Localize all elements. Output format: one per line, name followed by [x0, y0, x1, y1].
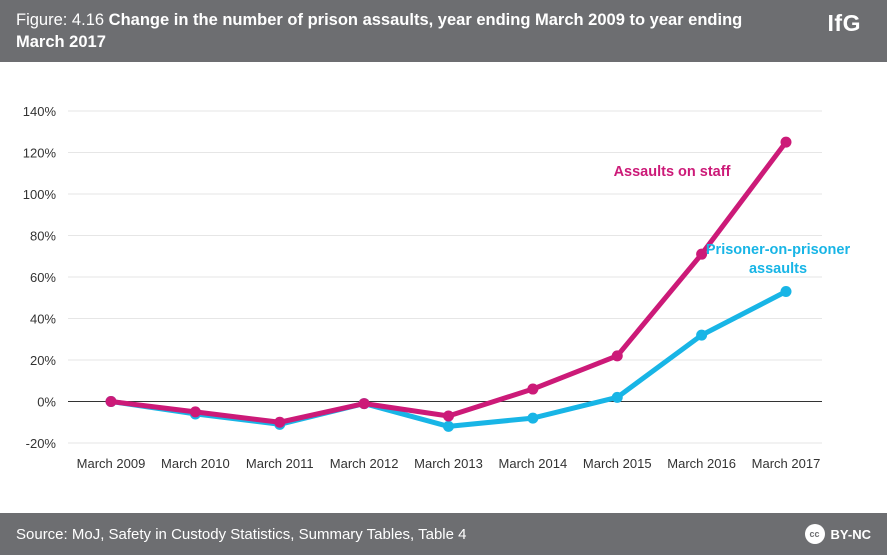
creative-commons-icon: cc: [804, 524, 825, 544]
assaults-on-staff-data-point: [189, 406, 201, 418]
prisoner-on-prisoner-data-point: [443, 420, 454, 432]
grid-lines: [68, 110, 822, 444]
assaults-on-staff-label: Assaults on staff: [614, 164, 731, 180]
y-tick-label: 100%: [23, 187, 57, 202]
source-note: Source: MoJ, Safety in Custody Statistic…: [16, 525, 467, 543]
prisoner-on-prisoner-data-point: [696, 329, 708, 341]
figure-footer: Source: MoJ, Safety in Custody Statistic…: [0, 513, 887, 555]
assaults-on-staff-data-point: [527, 383, 539, 395]
x-tick-label: March 2015: [583, 456, 652, 471]
y-tick-label: -20%: [26, 436, 57, 451]
prisoner-on-prisoner-series-line: [108, 289, 789, 429]
figure-header: Figure: 4.16 Change in the number of pri…: [0, 0, 887, 62]
prisoner-on-prisoner-data-point: [780, 286, 792, 298]
license-text: BY-NC: [830, 526, 871, 542]
series-labels: Assaults on staff Prisoner-on-prisoner ass…: [614, 164, 851, 277]
x-tick-label: March 2017: [752, 456, 821, 471]
line-chart: -20% 0% 20% 40% 60% 80% 100% 120% 140% March 200…: [23, 104, 851, 471]
assaults-on-staff-data-point: [611, 350, 623, 362]
y-axis-ticks: -20% 0% 20% 40% 60% 80% 100% 120% 140%: [23, 104, 57, 451]
x-tick-label: March 2014: [499, 456, 568, 471]
ifg-logo: IfG: [827, 10, 861, 36]
y-tick-label: 140%: [23, 104, 57, 119]
y-tick-label: 20%: [30, 353, 56, 368]
assaults-on-staff-data-point: [274, 416, 286, 428]
assaults-on-staff-data-point: [696, 248, 708, 260]
prisoner-on-prisoner-label: Prisoner-on-prisoner: [706, 242, 851, 258]
prisoner-on-prisoner-data-point: [527, 412, 539, 424]
figure-label: Figure: 4.16: [16, 11, 105, 29]
assaults-on-staff-data-point: [780, 136, 792, 148]
prisoner-on-prisoner-data-point: [611, 391, 623, 403]
assaults-on-staff-data-point: [105, 396, 117, 407]
x-axis-ticks: March 2009 March 2010 March 2011 March 2012…: [77, 456, 821, 471]
x-tick-label: March 2011: [246, 456, 314, 471]
y-tick-label: 120%: [23, 146, 57, 161]
y-tick-label: 60%: [30, 270, 56, 285]
y-tick-label: 40%: [30, 312, 56, 327]
prisoner-on-prisoner-label: assaults: [749, 261, 807, 277]
license-badge: cc BY-NC: [804, 524, 871, 544]
y-tick-label: 0%: [37, 395, 56, 410]
assaults-on-staff-series-line: [108, 139, 789, 425]
y-tick-label: 80%: [30, 229, 56, 244]
x-tick-label: March 2013: [414, 456, 483, 471]
figure-title-text: Change in the number of prison assaults,…: [16, 11, 743, 51]
assaults-on-staff-data-point: [443, 410, 454, 422]
figure-title: Figure: 4.16 Change in the number of pri…: [16, 9, 767, 53]
x-tick-label: March 2009: [77, 456, 146, 471]
x-tick-label: March 2010: [161, 456, 230, 471]
series-group: [105, 136, 792, 432]
x-tick-label: March 2012: [330, 456, 399, 471]
assaults-on-staff-data-point: [358, 398, 370, 410]
x-tick-label: March 2016: [667, 456, 736, 471]
